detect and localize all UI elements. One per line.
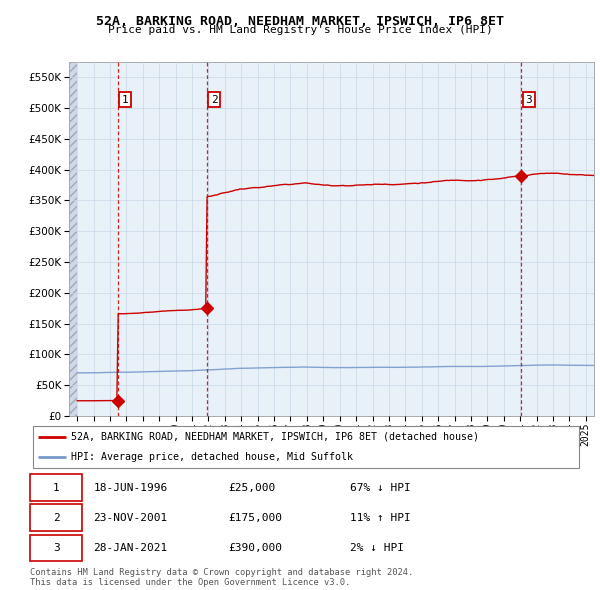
Text: 18-JUN-1996: 18-JUN-1996 [94, 483, 168, 493]
Bar [69, 62, 77, 416]
Text: £25,000: £25,000 [229, 483, 276, 493]
Bar [69, 62, 77, 416]
Text: 67% ↓ HPI: 67% ↓ HPI [350, 483, 411, 493]
Text: 2: 2 [53, 513, 59, 523]
Text: £390,000: £390,000 [229, 543, 283, 553]
Text: 23-NOV-2001: 23-NOV-2001 [94, 513, 168, 523]
Text: £175,000: £175,000 [229, 513, 283, 523]
FancyBboxPatch shape [30, 474, 82, 501]
Text: Contains HM Land Registry data © Crown copyright and database right 2024.
This d: Contains HM Land Registry data © Crown c… [30, 568, 413, 587]
Text: 1: 1 [53, 483, 59, 493]
Text: 11% ↑ HPI: 11% ↑ HPI [350, 513, 411, 523]
Text: 3: 3 [526, 94, 532, 104]
FancyBboxPatch shape [33, 426, 579, 468]
Text: Price paid vs. HM Land Registry's House Price Index (HPI): Price paid vs. HM Land Registry's House … [107, 25, 493, 35]
Text: HPI: Average price, detached house, Mid Suffolk: HPI: Average price, detached house, Mid … [71, 452, 353, 462]
Text: 52A, BARKING ROAD, NEEDHAM MARKET, IPSWICH, IP6 8ET (detached house): 52A, BARKING ROAD, NEEDHAM MARKET, IPSWI… [71, 432, 479, 442]
Text: 52A, BARKING ROAD, NEEDHAM MARKET, IPSWICH, IP6 8ET: 52A, BARKING ROAD, NEEDHAM MARKET, IPSWI… [96, 15, 504, 28]
FancyBboxPatch shape [30, 504, 82, 531]
Text: 3: 3 [53, 543, 59, 553]
Text: 28-JAN-2021: 28-JAN-2021 [94, 543, 168, 553]
FancyBboxPatch shape [30, 535, 82, 561]
Text: 2: 2 [211, 94, 218, 104]
Text: 1: 1 [122, 94, 128, 104]
Text: 2% ↓ HPI: 2% ↓ HPI [350, 543, 404, 553]
